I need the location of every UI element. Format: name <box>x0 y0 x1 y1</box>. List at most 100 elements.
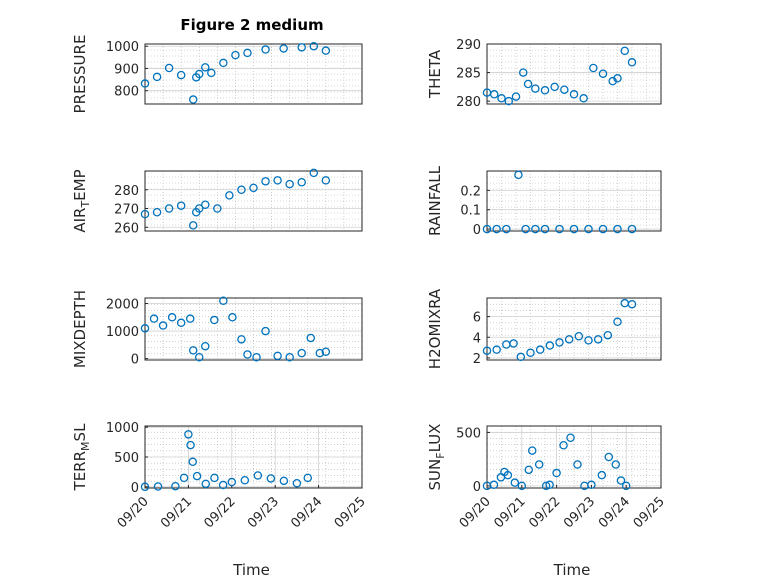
data-point <box>201 200 210 209</box>
x-tick-label: 09/20 <box>457 494 494 531</box>
data-point <box>550 82 559 92</box>
data-point <box>292 478 302 488</box>
data-point <box>253 471 263 480</box>
data-point <box>261 177 270 186</box>
panel-air-temp: 260 270 280 AIRTEMP <box>71 168 363 236</box>
data-point <box>201 63 210 72</box>
data-point <box>503 470 513 480</box>
data-point <box>188 346 198 355</box>
data-point <box>321 46 331 55</box>
data-point <box>152 72 162 82</box>
data-point <box>210 473 219 483</box>
data-point <box>321 347 331 356</box>
data-point <box>523 79 533 89</box>
data-point <box>584 224 593 234</box>
axes-box <box>486 170 662 232</box>
y-tick-label: 0 <box>473 480 481 495</box>
data-point <box>309 168 319 178</box>
x-axis-label: Time <box>232 561 270 579</box>
data-point <box>482 224 492 234</box>
y-axis-label: TERRMSL <box>71 423 92 492</box>
data-point <box>297 43 306 52</box>
y-tick-label: 0 <box>473 223 481 238</box>
series-markers <box>482 298 637 362</box>
y-tick-label: 900 <box>114 62 139 77</box>
data-point <box>279 44 288 53</box>
data-point <box>213 204 222 213</box>
axes-box <box>144 43 363 105</box>
x-tick-label: 09/21 <box>158 494 195 531</box>
y-tick-label: 500 <box>456 426 481 441</box>
x-tick-label: 09/20 <box>115 494 152 531</box>
data-point <box>574 331 584 341</box>
y-axis-label: RAINFALL <box>426 165 444 236</box>
y-axis-label: SUNFLUX <box>426 424 447 491</box>
series-markers <box>482 433 631 491</box>
data-point <box>184 430 193 439</box>
data-point <box>201 341 210 351</box>
data-point <box>243 48 252 58</box>
y-tick-label: 280 <box>114 184 139 199</box>
x-axis-label: Time <box>553 561 591 579</box>
data-point <box>297 348 306 358</box>
y-tick-label: 800 <box>114 85 139 100</box>
y-axis-label: MIXDEPTH <box>71 290 89 368</box>
data-point <box>179 473 189 483</box>
data-point <box>218 480 228 490</box>
x-tick-label: 09/24 <box>288 494 325 531</box>
y-tick-label: 4 <box>473 331 481 346</box>
data-point <box>489 480 499 490</box>
data-point <box>584 336 593 345</box>
data-point <box>306 333 316 343</box>
panel-mixdepth: 0 1000 2000 MIXDEPTH <box>71 290 363 368</box>
data-point <box>627 299 637 309</box>
data-point <box>497 94 506 103</box>
data-point <box>552 468 561 478</box>
data-point <box>526 348 535 358</box>
data-point <box>555 224 564 234</box>
data-point <box>511 92 521 101</box>
x-tick-label: 09/25 <box>631 494 668 531</box>
data-point <box>531 224 540 234</box>
series-markers <box>140 41 331 104</box>
data-point <box>535 345 545 354</box>
data-point <box>153 482 163 491</box>
y-tick-label: 1000 <box>106 40 139 55</box>
data-point <box>285 352 294 362</box>
data-point <box>185 314 195 323</box>
data-point <box>587 480 596 490</box>
data-point <box>555 338 564 347</box>
data-point <box>514 170 523 180</box>
data-point <box>559 440 568 450</box>
series-markers <box>140 296 331 362</box>
y-axis-label: PRESSURE <box>71 35 89 114</box>
data-point <box>188 457 197 467</box>
data-point <box>158 321 168 330</box>
data-point <box>579 94 588 103</box>
data-point <box>152 207 162 217</box>
data-point <box>616 476 626 485</box>
y-tick-label: 500 <box>114 451 139 466</box>
x-tick-label: 09/23 <box>245 494 282 531</box>
axes-box <box>486 43 662 105</box>
data-point <box>194 352 204 362</box>
data-point <box>309 41 319 51</box>
data-point <box>540 224 550 234</box>
data-point <box>297 177 306 187</box>
data-point <box>613 74 622 83</box>
data-point <box>266 474 276 483</box>
data-point <box>564 335 574 344</box>
data-point <box>597 470 607 480</box>
panel-h2omixra: 2 4 6 H2OMIXRA <box>426 288 662 369</box>
y-tick-label: 1000 <box>106 421 139 436</box>
data-point <box>171 481 180 491</box>
data-point <box>519 68 528 77</box>
y-tick-label: 2 <box>473 352 481 367</box>
data-point <box>240 475 250 485</box>
data-point <box>627 58 637 67</box>
data-point <box>237 335 246 344</box>
data-point <box>527 446 537 455</box>
data-point <box>219 296 228 306</box>
data-point <box>194 204 204 213</box>
